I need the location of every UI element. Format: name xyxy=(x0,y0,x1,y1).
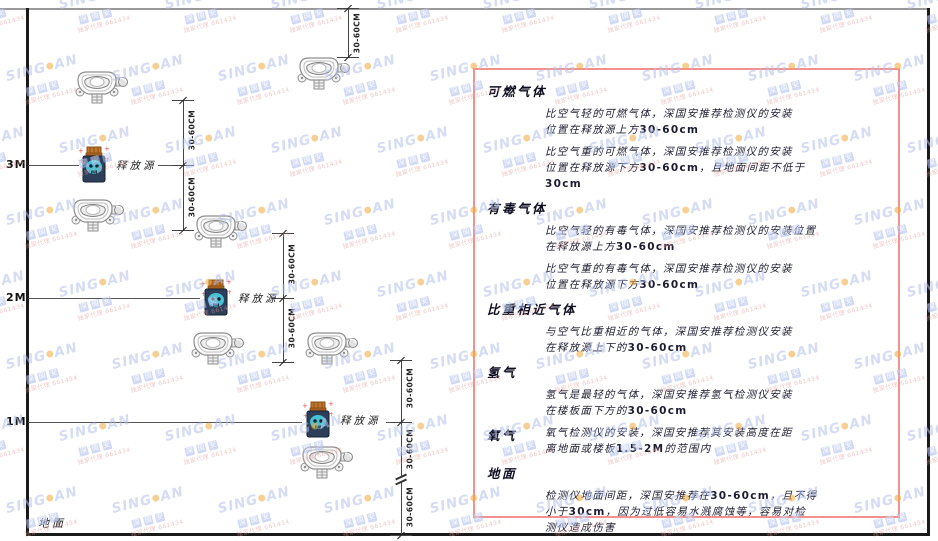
dimension-value-label: 30-60CM xyxy=(405,428,415,470)
dimension-value-label: 30-60CM xyxy=(287,243,297,285)
svg-text:+: + xyxy=(302,402,308,410)
section-paragraph: 氢气是最轻的气体，深国安推荐氢气检测仪安装 在楼板面下方的30-60cm xyxy=(545,389,793,417)
left-wall-line xyxy=(26,8,29,536)
release-source-label: 释放源 xyxy=(340,415,381,427)
section-paragraph: 比空气轻的有毒气体，深国安推荐检测仪的安装位置 在释放源上方30-60cm xyxy=(545,225,817,253)
svg-text:+: + xyxy=(226,279,232,286)
svg-text:+: + xyxy=(329,411,334,418)
section-heading: 氢气 xyxy=(487,365,518,380)
guideline-section: 氢气氢气是最轻的气体，深国安推荐氢气检测仪安装 在楼板面下方的30-60cm xyxy=(487,362,886,419)
dimension-line xyxy=(348,8,349,57)
level-label: 3M xyxy=(6,158,27,171)
section-heading: 地面 xyxy=(487,466,518,481)
guideline-section: 地面检测仪地面间距，深国安推荐在30-60cm，且不得 小于30cm，因为过低容易… xyxy=(487,463,886,536)
dimension-value-label: 30-60CM xyxy=(405,486,415,528)
release-source-label: 释放源 xyxy=(238,293,279,305)
release-source-label: 释放源 xyxy=(116,160,157,172)
section-paragraph: 比空气重的有毒气体，深国安推荐检测仪的安装 位置在释放源下方30-60cm xyxy=(545,263,793,291)
section-paragraph: 比空气轻的可燃气体，深国安推荐检测仪的安装 位置在释放源上方30-60cm xyxy=(545,108,793,136)
right-wall-line xyxy=(927,8,930,536)
level-line xyxy=(28,422,302,423)
guideline-section: 比重相近气体与空气比重相近的气体，深国安推荐检测仪安装 在释放源上下的30-60c… xyxy=(487,299,886,356)
level-label: 1M xyxy=(6,415,27,428)
section-heading: 氧气 xyxy=(487,428,518,443)
dimension-value-label: 30-60CM xyxy=(352,12,362,54)
dimension-value-label: 30-60CM xyxy=(287,307,297,349)
gas-detector-icon xyxy=(74,69,128,105)
guideline-section: 可燃气体比空气轻的可燃气体，深国安推荐检测仪的安装 位置在释放源上方30-60cm… xyxy=(487,81,886,192)
dimension-line xyxy=(401,360,402,535)
section-paragraph: 氧气检测仪的安装，深国安推荐其安装高度在距 离地面或楼板1.5-2M的范围内 xyxy=(545,427,793,455)
svg-text:+: + xyxy=(104,146,110,153)
dimension-value-label: 30-60CM xyxy=(405,367,415,409)
level-tail-line xyxy=(158,165,183,166)
release-source-icon: + + + + xyxy=(77,146,111,184)
svg-text:+: + xyxy=(78,147,84,155)
section-paragraph: 检测仪地面间距，深国安推荐在30-60cm，且不得 小于30cm，因为过低容易水溅… xyxy=(545,490,818,534)
guideline-panel: 可燃气体比空气轻的可燃气体，深国安推荐检测仪的安装 位置在释放源上方30-60cm… xyxy=(473,68,900,534)
level-label: 2M xyxy=(6,291,27,304)
section-paragraph: 与空气比重相近的气体，深国安推荐检测仪安装 在释放源上下的30-60cm xyxy=(545,326,793,354)
ceiling-line xyxy=(0,8,930,10)
svg-text:+: + xyxy=(105,156,110,163)
level-line xyxy=(28,165,79,166)
gas-detector-icon xyxy=(190,330,244,366)
section-heading: 有毒气体 xyxy=(487,201,548,216)
svg-text:+: + xyxy=(200,280,206,288)
svg-text:+: + xyxy=(201,291,206,298)
ground-line xyxy=(26,533,930,536)
level-line xyxy=(28,298,200,299)
gas-detector-icon xyxy=(304,330,358,366)
gas-detector-icon xyxy=(296,55,350,91)
dimension-value-label: 30-60CM xyxy=(187,109,197,151)
gas-detector-icon xyxy=(193,213,247,249)
svg-text:+: + xyxy=(227,289,232,296)
guideline-sections: 可燃气体比空气轻的可燃气体，深国安推荐检测仪的安装 位置在释放源上方30-60cm… xyxy=(487,81,886,536)
section-heading: 可燃气体 xyxy=(487,84,548,99)
release-source-icon: + + + + xyxy=(199,279,233,317)
guideline-section: 有毒气体比空气轻的有毒气体，深国安推荐检测仪的安装位置 在释放源上方30-60cm… xyxy=(487,198,886,293)
section-heading: 比重相近气体 xyxy=(487,302,578,317)
release-source-icon: + + + + xyxy=(301,401,335,439)
guideline-section: 氧气 氧气检测仪的安装，深国安推荐其安装高度在距 离地面或楼板1.5-2M的范围内 xyxy=(487,425,886,457)
svg-text:+: + xyxy=(303,413,308,420)
dimension-value-label: 30-60CM xyxy=(187,176,197,218)
section-paragraph: 比空气重的可燃气体，深国安推荐检测仪的安装 位置在释放源下方30-60cm，且地面… xyxy=(545,146,806,190)
gas-detector-icon xyxy=(299,444,353,480)
gas-detector-icon xyxy=(70,197,124,233)
svg-text:+: + xyxy=(328,401,334,408)
